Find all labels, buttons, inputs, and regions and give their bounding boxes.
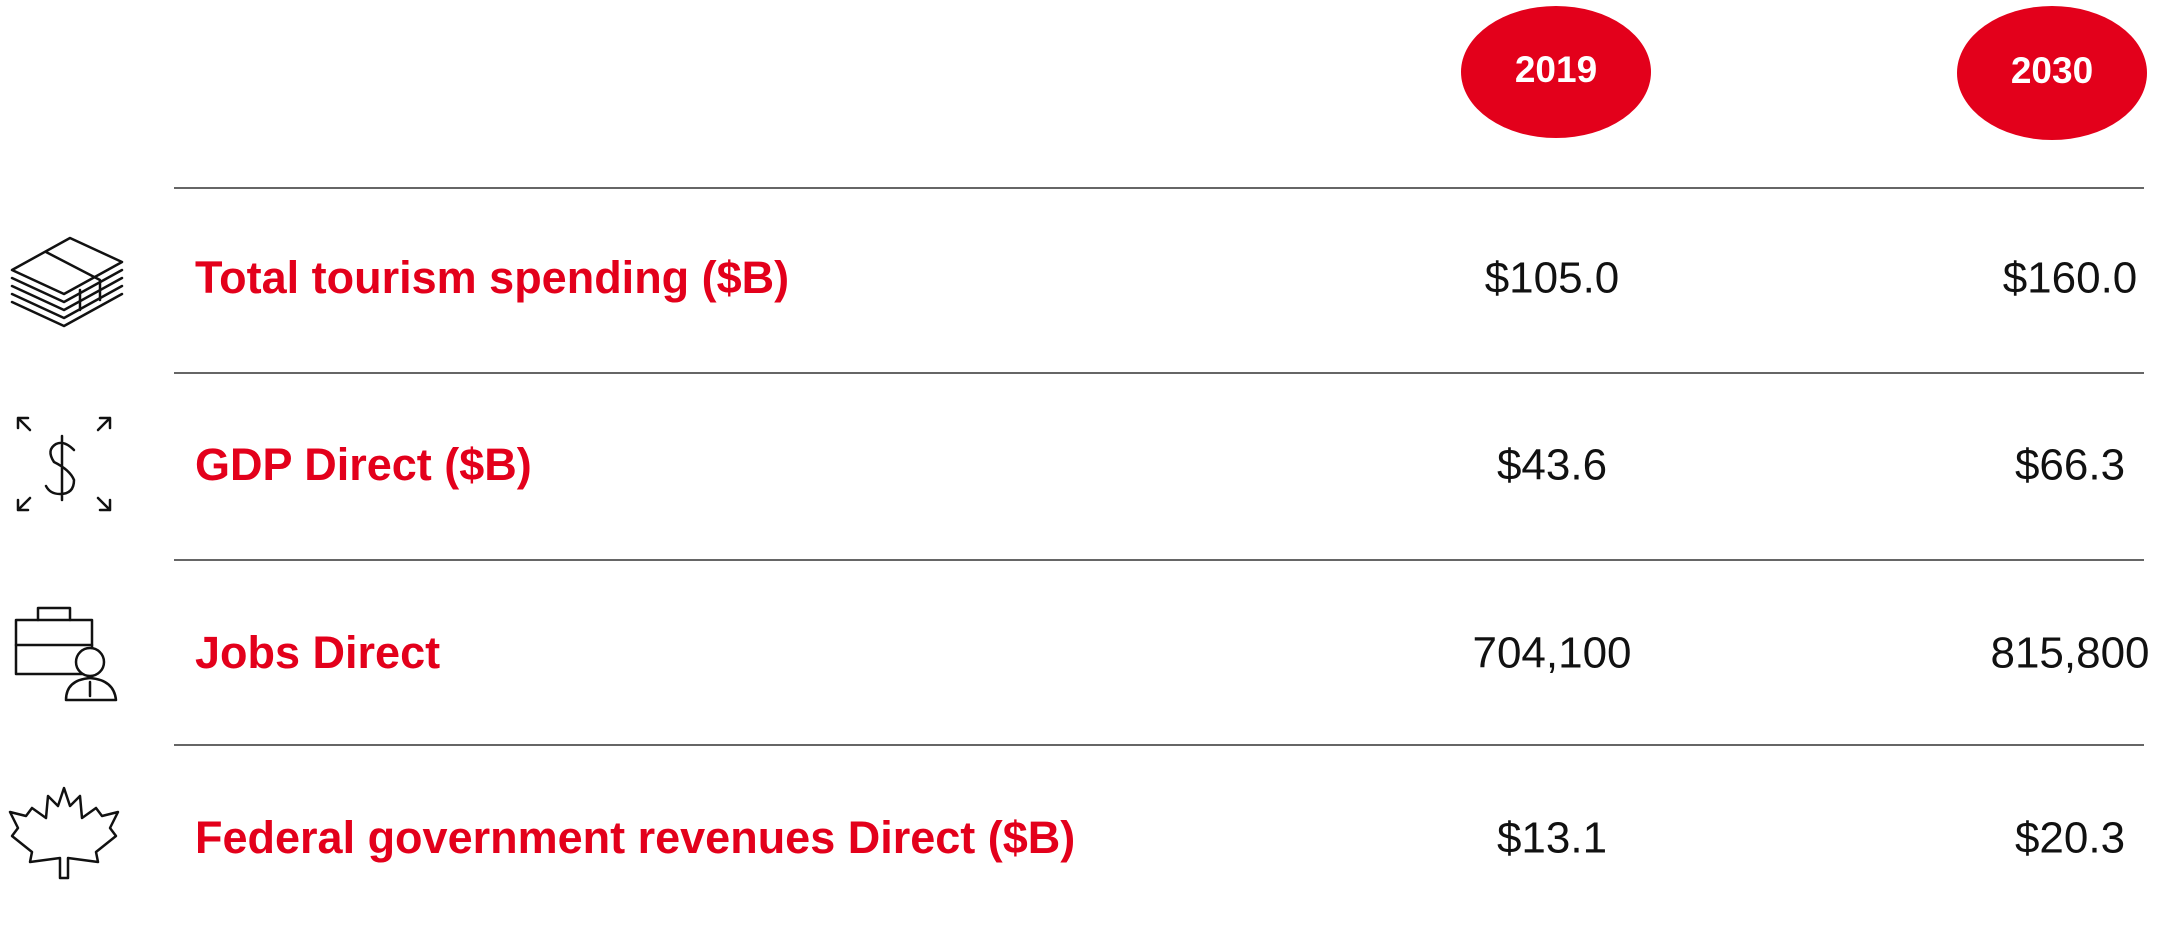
year-label: 2030 [2011, 50, 2093, 91]
cell-value: 704,100 [1472, 629, 1631, 678]
cell-value: $13.1 [1497, 814, 1607, 863]
cell-value: $43.6 [1497, 441, 1607, 490]
year-badge [1957, 6, 2147, 140]
row-label: Total tourism spending ($B) [195, 252, 789, 303]
cell-value: 815,800 [1990, 629, 2149, 678]
maple-leaf-icon [8, 786, 120, 880]
cell-value: $160.0 [2003, 254, 2138, 303]
row-label: Federal government revenues Direct ($B) [195, 812, 1075, 863]
cell-value: $20.3 [2015, 814, 2125, 863]
money-icon [10, 236, 124, 328]
cell-value: $66.3 [2015, 441, 2125, 490]
year-badge [1461, 6, 1651, 138]
year-label: 2019 [1515, 49, 1597, 90]
row-label: GDP Direct ($B) [195, 439, 532, 490]
jobs-icon [14, 606, 118, 702]
gdp-icon [16, 416, 112, 512]
row-label: Jobs Direct [195, 627, 440, 678]
cell-value: $105.0 [1485, 254, 1620, 303]
